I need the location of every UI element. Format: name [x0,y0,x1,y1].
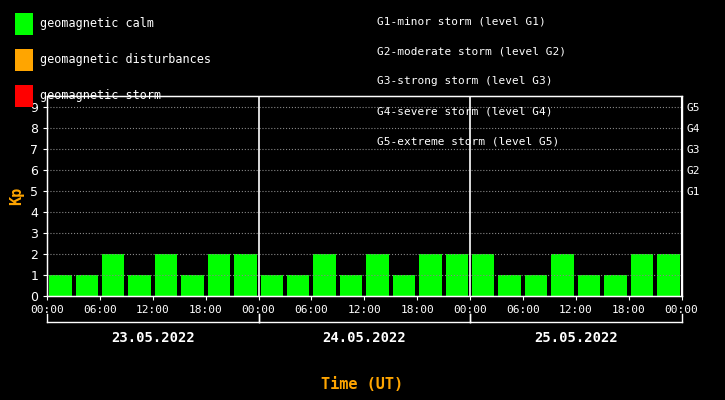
Bar [49,275,72,296]
Bar [366,254,389,296]
Bar [128,275,151,296]
Bar [75,275,98,296]
Text: geomagnetic storm: geomagnetic storm [40,90,161,102]
Bar [657,254,679,296]
Bar [393,275,415,296]
Text: G5-extreme storm (level G5): G5-extreme storm (level G5) [377,136,559,146]
Bar [551,254,573,296]
Text: 23.05.2022: 23.05.2022 [111,331,195,345]
Bar [525,275,547,296]
Bar [260,275,283,296]
Text: G1-minor storm (level G1): G1-minor storm (level G1) [377,16,546,26]
Bar [340,275,362,296]
Bar [446,254,468,296]
Bar [604,275,626,296]
Bar [499,275,521,296]
Bar [631,254,653,296]
Bar [419,254,442,296]
Bar [155,254,178,296]
Bar [472,254,494,296]
Y-axis label: Kp: Kp [9,187,25,205]
Text: geomagnetic disturbances: geomagnetic disturbances [40,54,211,66]
Bar [102,254,125,296]
Bar [313,254,336,296]
Text: geomagnetic calm: geomagnetic calm [40,18,154,30]
Text: Time (UT): Time (UT) [321,377,404,392]
Text: 24.05.2022: 24.05.2022 [323,331,406,345]
Bar [234,254,257,296]
Text: G4-severe storm (level G4): G4-severe storm (level G4) [377,106,552,116]
Bar [207,254,230,296]
Text: G2-moderate storm (level G2): G2-moderate storm (level G2) [377,46,566,56]
Text: G3-strong storm (level G3): G3-strong storm (level G3) [377,76,552,86]
Bar [578,275,600,296]
Text: 25.05.2022: 25.05.2022 [534,331,618,345]
Bar [181,275,204,296]
Bar [287,275,310,296]
